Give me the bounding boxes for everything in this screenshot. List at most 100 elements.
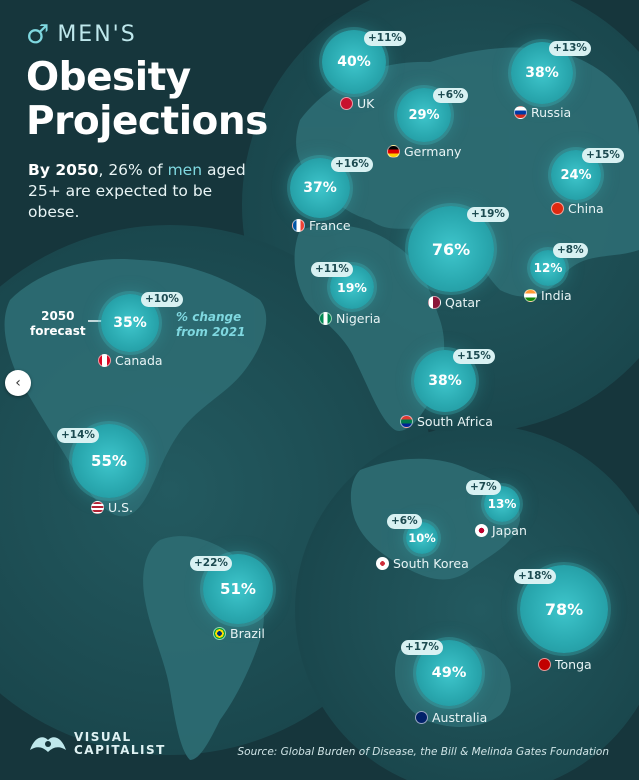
legend-change-label: % change from 2021 <box>176 310 245 340</box>
country-name: Japan <box>492 523 527 538</box>
change-badge: +7% <box>466 480 501 495</box>
bubble-value: 55% <box>91 452 127 470</box>
germany-flag-icon <box>387 145 400 158</box>
title-prefix: ♂ MEN'S <box>26 19 137 50</box>
bubble-value: 78% <box>544 599 584 619</box>
legend-forecast-label: 2050 forecast <box>30 309 86 339</box>
france-flag-icon <box>292 219 305 232</box>
country-name: Germany <box>404 144 462 159</box>
subtitle-accent: men <box>167 161 203 179</box>
country-label-tonga: Tonga <box>538 657 592 672</box>
title-line1: MEN'S <box>57 22 137 47</box>
source-note: Source: Global Burden of Disease, the Bi… <box>237 746 610 758</box>
change-badge: +11% <box>311 262 353 277</box>
uk-flag-icon <box>340 97 353 110</box>
country-label-south-africa: South Africa <box>400 414 493 429</box>
title-line3: Projections <box>26 99 268 144</box>
bubble-value: 49% <box>431 665 467 681</box>
country-name: Nigeria <box>336 311 381 326</box>
bubble-us: 55% <box>72 424 146 498</box>
subtitle-bold: By 2050 <box>28 161 99 179</box>
canada-flag-icon <box>98 354 111 367</box>
bubble-value: 35% <box>113 315 147 331</box>
logo-line1: VISUAL <box>74 730 132 744</box>
change-badge: +6% <box>433 88 468 103</box>
bubble-value: 19% <box>337 279 367 295</box>
bubble-value: 24% <box>560 167 592 183</box>
australia-flag-icon <box>415 711 428 724</box>
country-name: Russia <box>531 105 572 120</box>
previous-slide-button[interactable]: ‹ <box>5 370 31 396</box>
south-korea-flag-icon <box>376 557 389 570</box>
change-badge: +11% <box>364 31 406 46</box>
change-badge: +22% <box>190 556 232 571</box>
country-name: South Africa <box>417 414 493 429</box>
bubble-value: 12% <box>533 261 563 275</box>
country-label-japan: Japan <box>475 523 527 538</box>
bubble-value: 10% <box>408 531 436 545</box>
country-name: U.S. <box>108 500 134 515</box>
country-label-us: U.S. <box>91 500 133 515</box>
country-name: UK <box>357 96 375 111</box>
legend-change-line2: from 2021 <box>176 325 246 339</box>
change-badge: +10% <box>141 292 183 307</box>
china-flag-icon <box>551 202 564 215</box>
country-label-russia: Russia <box>514 105 571 120</box>
change-badge: +18% <box>514 569 556 584</box>
male-symbol-icon: ♂ <box>26 19 52 50</box>
bubble-value: 37% <box>303 180 337 196</box>
bubble-value: 76% <box>431 239 471 259</box>
change-badge: +14% <box>57 428 99 443</box>
india-flag-icon <box>524 289 537 302</box>
country-name: Australia <box>432 710 488 725</box>
change-badge: +17% <box>401 640 443 655</box>
brazil-flag-icon <box>213 627 226 640</box>
bubble-australia: 49% <box>416 640 482 706</box>
legend-forecast-line2: forecast <box>30 324 86 338</box>
country-name: Canada <box>115 353 163 368</box>
title-line2: Obesity <box>26 55 191 100</box>
logo-text: VISUAL CAPITALIST <box>74 731 166 757</box>
country-label-australia: Australia <box>415 710 487 725</box>
country-name: Tonga <box>555 657 592 672</box>
country-label-germany: Germany <box>387 144 461 159</box>
logo-mark-icon <box>30 737 66 752</box>
country-name: France <box>309 218 351 233</box>
country-name: China <box>568 201 604 216</box>
legend-forecast-line1: 2050 <box>41 309 75 323</box>
change-badge: +15% <box>582 148 624 163</box>
change-badge: +13% <box>549 41 591 56</box>
country-name: India <box>541 288 572 303</box>
subtitle-part2: aged 25+ are expected to be obese. <box>28 161 246 221</box>
country-label-canada: Canada <box>98 353 163 368</box>
logo-line2: CAPITALIST <box>74 743 166 757</box>
bubble-value: 13% <box>487 497 517 511</box>
us-flag-icon <box>91 501 104 514</box>
subtitle: By 2050, 26% of men aged 25+ are expecte… <box>28 160 258 223</box>
country-label-nigeria: Nigeria <box>319 311 381 326</box>
change-badge: +15% <box>453 349 495 364</box>
bubble-value: 29% <box>408 107 440 123</box>
country-label-uk: UK <box>340 96 374 111</box>
subtitle-part1: , 26% of <box>98 161 168 179</box>
change-badge: +16% <box>331 157 373 172</box>
bubble-value: 40% <box>337 54 371 70</box>
bubble-value: 38% <box>525 65 559 81</box>
change-badge: +6% <box>387 514 422 529</box>
country-label-france: France <box>292 218 351 233</box>
country-label-india: India <box>524 288 572 303</box>
country-label-qatar: Qatar <box>428 295 480 310</box>
country-label-brazil: Brazil <box>213 626 265 641</box>
legend-change-line1: % change <box>176 310 242 324</box>
visual-capitalist-logo: VISUAL CAPITALIST <box>28 730 166 758</box>
nigeria-flag-icon <box>319 312 332 325</box>
change-badge: +19% <box>467 207 509 222</box>
chevron-left-icon: ‹ <box>15 375 21 391</box>
country-name: South Korea <box>393 556 469 571</box>
country-label-china: China <box>551 201 604 216</box>
qatar-flag-icon <box>428 296 441 309</box>
country-label-south-korea: South Korea <box>376 556 469 571</box>
country-name: Qatar <box>445 295 481 310</box>
bubble-value: 38% <box>428 373 462 389</box>
